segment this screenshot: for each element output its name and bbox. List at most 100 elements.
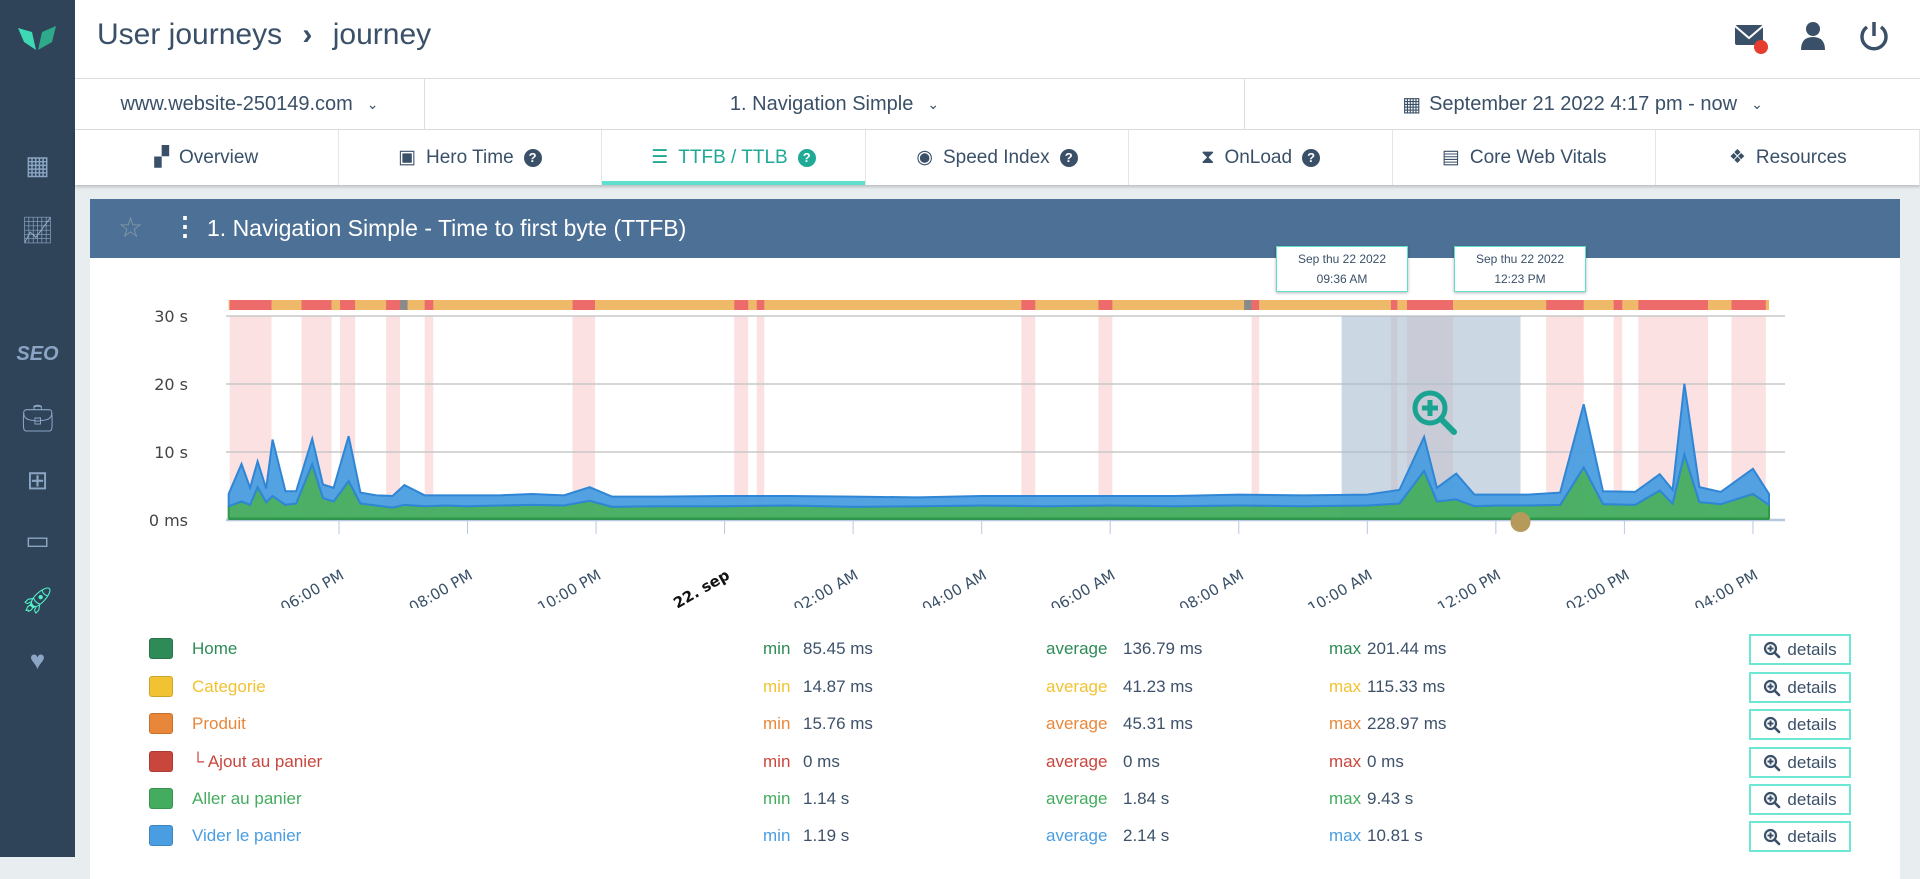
help-icon[interactable]: ? (798, 149, 816, 167)
briefcase-icon[interactable]: 💼︎ (0, 403, 75, 434)
tab-onload[interactable]: ⧗OnLoad? (1129, 130, 1393, 185)
grid-icon[interactable]: ▦ (0, 150, 75, 181)
max-value: 0 ms (1367, 752, 1404, 772)
error-band (757, 316, 764, 520)
y-tick-label: 20 s (154, 375, 188, 394)
chevron-down-icon: ⌄ (927, 96, 939, 113)
legend-swatch[interactable] (149, 638, 173, 659)
average-label: average (1046, 677, 1107, 697)
status-bar-unknown (1244, 300, 1251, 310)
tab-hero-time[interactable]: ▣Hero Time? (339, 130, 603, 185)
min-value: 1.19 s (803, 826, 849, 846)
average-label: average (1046, 789, 1107, 809)
average-value: 2.14 s (1123, 826, 1169, 846)
tab-speed-index[interactable]: ◉Speed Index? (866, 130, 1130, 185)
status-bar-error (734, 300, 748, 310)
cubes-icon: ❖ (1729, 146, 1746, 169)
tooltip-date: Sep thu 22 2022 (1277, 249, 1407, 269)
status-bar-unknown (400, 300, 407, 310)
legend-swatch[interactable] (149, 751, 173, 772)
site-selector[interactable]: www.website-250149.com⌄ (75, 79, 425, 129)
star-icon[interactable]: ☆ (118, 211, 143, 244)
zoom-icon (1763, 679, 1781, 697)
x-tick-label: 02:00 PM (1563, 566, 1633, 608)
tooltip-time: 09:36 AM (1277, 269, 1407, 289)
panel-header: ☆ ⋮ 1. Navigation Simple - Time to first… (90, 199, 1900, 258)
status-bar-error (1252, 300, 1259, 310)
tab-ttfb-ttlb[interactable]: ☰TTFB / TTLB? (602, 130, 866, 185)
average-value: 41.23 ms (1123, 677, 1193, 697)
details-label: details (1787, 640, 1836, 660)
power-icon[interactable] (1856, 18, 1892, 54)
zoom-in-icon[interactable] (1410, 388, 1460, 438)
tab-label: Core Web Vitals (1470, 147, 1607, 169)
tab-resources[interactable]: ❖Resources (1656, 130, 1920, 185)
tooltip-date: Sep thu 22 2022 (1455, 249, 1585, 269)
series-name[interactable]: Vider le panier (192, 826, 301, 846)
x-tick-label: 08:00 AM (1176, 566, 1247, 608)
help-icon[interactable]: ? (1060, 149, 1078, 167)
status-bar-error (302, 300, 332, 310)
rocket-icon[interactable]: 🚀︎ (0, 585, 75, 616)
sitemap-icon[interactable]: ⊞ (0, 465, 75, 496)
status-bar-error (1614, 300, 1623, 310)
series-name[interactable]: Categorie (192, 677, 266, 697)
legend-swatch[interactable] (149, 788, 173, 809)
series-name[interactable]: Aller au panier (192, 789, 302, 809)
max-value: 10.81 s (1367, 826, 1423, 846)
series-name[interactable]: └ Ajout au panier (192, 752, 322, 772)
x-tick-label: 04:00 AM (919, 566, 990, 608)
y-tick-label: 30 s (154, 307, 188, 326)
user-icon[interactable] (1795, 18, 1831, 54)
period-selector[interactable]: ▦ September 21 2022 4:17 pm - now ⌄ (1245, 79, 1920, 129)
details-button[interactable]: details (1749, 747, 1851, 778)
legend-row: Produit min 15.76 ms average 45.31 ms ma… (0, 709, 1920, 740)
details-button[interactable]: details (1749, 634, 1851, 665)
x-tick-label: 08:00 PM (406, 566, 476, 608)
calendar-icon: ▦ (1402, 92, 1421, 117)
error-band (734, 316, 748, 520)
average-value: 45.31 ms (1123, 714, 1193, 734)
legend-swatch[interactable] (149, 713, 173, 734)
average-label: average (1046, 826, 1107, 846)
min-value: 85.45 ms (803, 639, 873, 659)
chart-line-icon[interactable]: 📈︎ (0, 215, 75, 246)
logo-icon[interactable] (16, 22, 58, 52)
chevron-down-icon: ⌄ (1751, 96, 1763, 113)
max-label: max (1329, 752, 1361, 772)
max-value: 201.44 ms (1367, 639, 1446, 659)
server-icon[interactable]: ▭ (0, 525, 75, 556)
details-button[interactable]: details (1749, 784, 1851, 815)
tab-bar: ▞Overview ▣Hero Time? ☰TTFB / TTLB? ◉Spe… (75, 130, 1920, 185)
tab-label: TTFB / TTLB (678, 147, 787, 169)
legend-swatch[interactable] (149, 825, 173, 846)
zoom-icon (1763, 828, 1781, 846)
tab-overview[interactable]: ▞Overview (75, 130, 339, 185)
details-button[interactable]: details (1749, 709, 1851, 740)
error-band (1614, 316, 1623, 520)
details-button[interactable]: details (1749, 821, 1851, 852)
journey-selector[interactable]: 1. Navigation Simple⌄ (425, 79, 1245, 129)
series-name[interactable]: Home (192, 639, 237, 659)
tab-core-web-vitals[interactable]: ▤Core Web Vitals (1393, 130, 1657, 185)
average-label: average (1046, 714, 1107, 734)
average-value: 0 ms (1123, 752, 1160, 772)
breadcrumb-user-journeys[interactable]: User journeys (97, 18, 282, 51)
help-icon[interactable]: ? (524, 149, 542, 167)
legend-swatch[interactable] (149, 676, 173, 697)
average-label: average (1046, 639, 1107, 659)
help-icon[interactable]: ? (1302, 149, 1320, 167)
period-selector-label: September 21 2022 4:17 pm - now (1429, 93, 1737, 116)
mail-icon[interactable] (1733, 18, 1769, 54)
min-label: min (763, 789, 790, 809)
more-vertical-icon[interactable]: ⋮ (172, 211, 198, 242)
status-bar-error (230, 300, 272, 310)
x-tick-label: 06:00 PM (277, 566, 347, 608)
status-bar-error (1098, 300, 1112, 310)
selector-row: www.website-250149.com⌄ 1. Navigation Si… (75, 78, 1920, 130)
min-value: 14.87 ms (803, 677, 873, 697)
details-button[interactable]: details (1749, 672, 1851, 703)
seo-icon[interactable]: SEO (0, 343, 75, 366)
series-name[interactable]: Produit (192, 714, 246, 734)
